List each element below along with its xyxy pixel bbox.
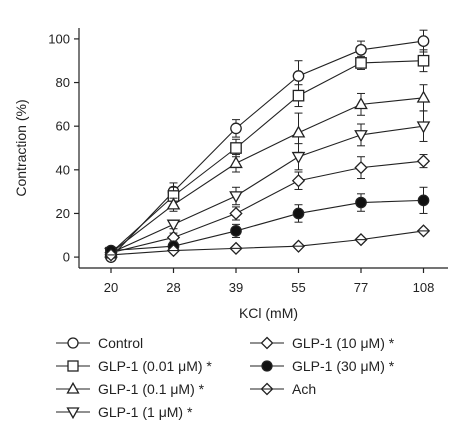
y-axis-title: Contraction (%): [13, 99, 29, 196]
data-point: [229, 206, 243, 221]
data-point: [354, 232, 368, 247]
data-point: [292, 89, 305, 102]
legend-item: GLP-1 (30 μM) *: [250, 358, 395, 374]
series-line: [110, 199, 424, 252]
legend-label: Control: [98, 335, 143, 351]
data-point: [229, 241, 243, 256]
legend-item: GLP-1 (1 μM) *: [56, 404, 193, 420]
legend-item: GLP-1 (0.01 μM) *: [56, 358, 212, 374]
series-4: [104, 154, 431, 260]
series-line: [110, 125, 424, 254]
data-point: [229, 191, 243, 204]
legend-label: Ach: [292, 381, 316, 397]
data-point: [355, 43, 367, 56]
axes: [78, 28, 448, 269]
x-ticks: 20 28 39 55 77 108: [104, 268, 435, 295]
data-point: [230, 122, 242, 135]
data-point: [416, 90, 431, 103]
y-tick-label: 0: [63, 250, 70, 265]
data-point: [354, 130, 368, 143]
legend-marker: [261, 360, 273, 372]
data-point: [291, 239, 306, 253]
legend-marker: [66, 381, 80, 394]
data-point: [417, 194, 430, 207]
legend-item: GLP-1 (10 μM) *: [250, 335, 395, 351]
data-point: [166, 219, 181, 232]
y-tick-label: 100: [48, 31, 70, 46]
data-point: [416, 121, 431, 134]
data-point: [354, 97, 368, 110]
series-line: [110, 40, 424, 258]
data-point: [229, 155, 243, 169]
data-point-shape: [229, 206, 243, 221]
plot-area: [104, 29, 431, 263]
series-line: [110, 97, 424, 254]
legend-label: GLP-1 (0.01 μM) *: [98, 358, 212, 374]
legend: Control GLP-1 (0.01 μM) * GLP-1 (0.1 μM) *…: [56, 335, 395, 420]
x-tick-label: 20: [104, 280, 118, 295]
series-0: [105, 29, 430, 263]
legend-marker: [260, 336, 274, 350]
y-ticks: 0 20 40 60 80 100: [48, 31, 79, 265]
legend-item: Ach: [250, 381, 316, 397]
legend-item: GLP-1 (0.1 μM) *: [56, 381, 205, 397]
y-tick-label: 20: [56, 206, 70, 221]
data-point: [292, 207, 305, 220]
legend-marker: [67, 360, 79, 372]
data-point: [355, 196, 367, 209]
data-point-shape: [354, 160, 368, 175]
data-point: [104, 248, 118, 262]
data-point: [166, 197, 181, 210]
series-6: [104, 224, 431, 262]
x-tick-label: 77: [354, 280, 368, 295]
legend-item: Control: [56, 335, 143, 351]
data-point: [354, 160, 368, 175]
data-point-shape: [416, 154, 431, 168]
legend-label: GLP-1 (1 μM) *: [98, 404, 193, 420]
legend-marker: [67, 337, 79, 349]
series-line: [110, 160, 424, 254]
x-axis-title: KCl (mM): [239, 305, 298, 321]
x-tick-label: 55: [291, 280, 305, 295]
data-point: [417, 35, 430, 47]
series-line: [110, 230, 424, 256]
series-2: [104, 84, 431, 258]
data-point: [416, 224, 431, 238]
data-point: [292, 70, 305, 82]
data-point-shape: [291, 174, 306, 188]
x-tick-label: 28: [166, 280, 180, 295]
data-point: [416, 154, 431, 168]
legend-marker: [66, 407, 80, 420]
data-point: [166, 243, 181, 258]
y-tick-label: 40: [56, 162, 70, 177]
data-point: [230, 142, 242, 154]
data-point: [291, 125, 306, 138]
legend-label: GLP-1 (0.1 μM) *: [98, 381, 205, 397]
x-tick-label: 39: [229, 280, 243, 295]
legend-label: GLP-1 (10 μM) *: [292, 335, 395, 351]
legend-marker-shape: [260, 336, 274, 350]
legend-marker: [260, 382, 274, 396]
data-point: [291, 174, 306, 188]
data-point: [291, 151, 306, 165]
data-point: [417, 54, 430, 67]
series-1: [105, 49, 430, 259]
x-tick-label: 108: [413, 280, 435, 295]
data-point: [355, 57, 367, 69]
series-line: [110, 60, 424, 254]
data-point: [230, 225, 242, 237]
y-tick-label: 60: [56, 119, 70, 134]
legend-label: GLP-1 (30 μM) *: [292, 358, 395, 374]
y-tick-label: 80: [56, 75, 70, 90]
